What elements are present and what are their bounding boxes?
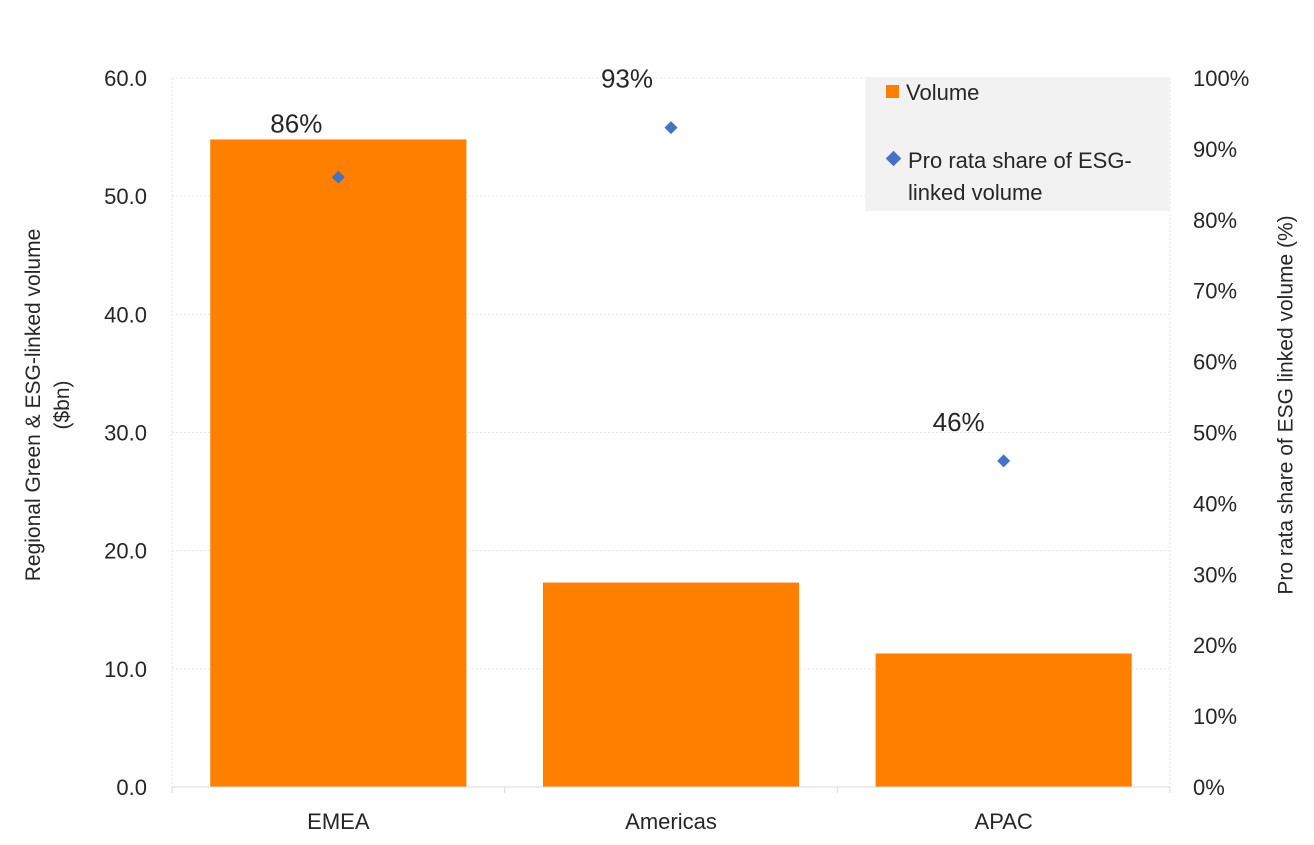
legend-label-volume: Volume [906, 80, 980, 105]
legend-swatch-share [885, 150, 902, 167]
bar-emea [210, 139, 467, 788]
y-tick-label-left: 10.0 [104, 657, 147, 682]
y-tick-label-left: 40.0 [104, 302, 147, 327]
legend-item-volume: Volume [886, 77, 979, 109]
y-tick-label-left: 20.0 [104, 539, 147, 564]
legend-swatch-volume [886, 85, 899, 98]
y-tick-label-right: 90% [1193, 137, 1237, 162]
y-tick-label-left: 30.0 [104, 421, 147, 446]
x-tick-label: Americas [625, 809, 717, 834]
y-tick-label-right: 60% [1193, 350, 1237, 375]
y-tick-label-right: 40% [1193, 491, 1237, 516]
y-tick-label-left: 50.0 [104, 184, 147, 209]
y-tick-label-right: 100% [1193, 66, 1249, 91]
x-tick-label: APAC [975, 809, 1033, 834]
legend-label-share: Pro rata share of ESG- linked volume [908, 145, 1132, 209]
y-tick-label-left: 0.0 [116, 775, 147, 800]
bar-americas [542, 582, 800, 787]
y-tick-label-right: 20% [1193, 633, 1237, 658]
y-tick-label-left: 60.0 [104, 66, 147, 91]
data-label: 46% [933, 407, 985, 437]
y-tick-label-right: 50% [1193, 421, 1237, 446]
data-label: 86% [270, 108, 322, 138]
bar-apac [875, 653, 1132, 787]
y-axis-title-left-line1: Regional Green & ESG-linked volume [22, 228, 45, 582]
y-tick-label-right: 80% [1193, 208, 1237, 233]
marker-emea [331, 170, 345, 184]
y-tick-label-right: 30% [1193, 562, 1237, 587]
data-label: 93% [601, 64, 653, 94]
legend-label-share-line2: linked volume [908, 180, 1043, 205]
x-tick-label: EMEA [307, 809, 370, 834]
marker-americas [664, 121, 678, 135]
y-tick-label-right: 0% [1193, 775, 1225, 800]
y-axis-title-left-line2: ($bn) [51, 380, 74, 430]
legend-item-share: Pro rata share of ESG- linked volume [885, 145, 1132, 209]
y-axis-title-right: Pro rata share of ESG linked volume (%) [1274, 215, 1298, 595]
legend-label-share-line1: Pro rata share of ESG- [908, 148, 1132, 173]
y-axis-title-left: Regional Green & ESG-linked volume ($bn) [19, 229, 77, 582]
legend [865, 77, 1170, 211]
y-tick-label-right: 70% [1193, 279, 1237, 304]
marker-apac [997, 454, 1011, 468]
y-tick-label-right: 10% [1193, 704, 1237, 729]
